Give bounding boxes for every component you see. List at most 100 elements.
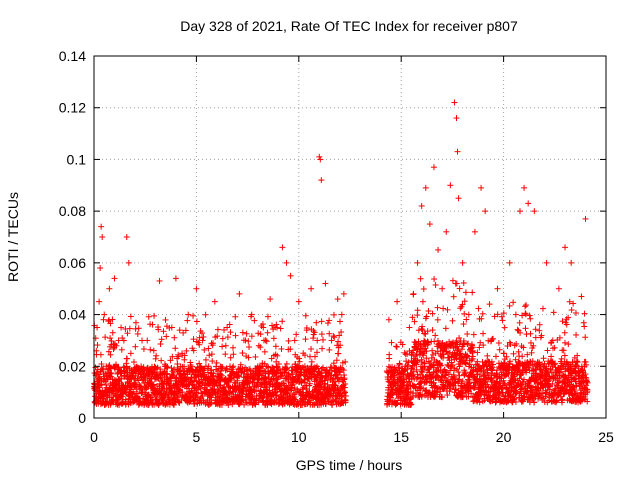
- data-point: [385, 316, 392, 323]
- data-point: [522, 311, 529, 318]
- data-point: [184, 317, 191, 324]
- data-point: [135, 325, 142, 332]
- data-point: [230, 344, 237, 351]
- data-point: [264, 329, 271, 336]
- data-point: [107, 351, 114, 358]
- data-point: [104, 398, 111, 405]
- data-point: [532, 326, 539, 333]
- data-point: [406, 324, 413, 331]
- data-point: [449, 317, 456, 324]
- data-point: [193, 318, 200, 325]
- data-point: [334, 296, 341, 303]
- data-point: [98, 361, 105, 368]
- data-point: [97, 351, 104, 358]
- data-point: [422, 184, 429, 191]
- data-point: [124, 330, 131, 337]
- data-point: [239, 350, 246, 357]
- data-point: [471, 228, 478, 235]
- data-point: [434, 316, 441, 323]
- data-point: [521, 184, 528, 191]
- data-point: [449, 277, 456, 284]
- data-point: [425, 308, 432, 315]
- data-point: [100, 316, 107, 323]
- data-point: [318, 318, 325, 325]
- y-tick-label: 0.08: [59, 203, 86, 219]
- data-point: [107, 335, 114, 342]
- data-point: [340, 290, 347, 297]
- data-point: [572, 309, 579, 316]
- data-point: [127, 313, 134, 320]
- y-tick-labels: 0 0.02 0.04 0.06 0.08 0.1 0.12 0.14: [59, 48, 86, 426]
- data-point: [108, 337, 115, 344]
- y-tick-label: 0.12: [59, 100, 86, 116]
- data-point: [583, 378, 590, 385]
- data-point: [105, 348, 112, 355]
- data-point: [227, 354, 234, 361]
- data-point: [200, 333, 207, 340]
- data-point: [453, 280, 460, 287]
- data-point: [251, 317, 258, 324]
- data-point: [482, 208, 489, 215]
- data-point: [162, 316, 169, 323]
- data-point: [279, 318, 286, 325]
- data-point: [236, 290, 243, 297]
- data-point: [513, 340, 520, 347]
- data-point: [287, 272, 294, 279]
- data-point: [124, 355, 131, 362]
- data-point: [239, 329, 246, 336]
- data-point: [470, 331, 477, 338]
- data-point: [222, 351, 229, 358]
- data-point: [230, 351, 237, 358]
- data-point: [113, 390, 120, 397]
- data-point: [451, 99, 458, 106]
- data-point: [410, 290, 417, 297]
- data-point: [429, 327, 436, 334]
- data-point: [432, 332, 439, 339]
- data-point: [396, 361, 403, 368]
- data-point: [496, 346, 503, 353]
- data-point: [527, 315, 534, 322]
- data-point: [320, 336, 327, 343]
- data-point: [393, 343, 400, 350]
- data-point: [153, 352, 160, 359]
- data-point: [319, 345, 326, 352]
- data-point: [103, 382, 110, 389]
- data-point: [160, 328, 167, 335]
- y-tick-label: 0.1: [67, 151, 87, 167]
- data-point: [568, 259, 575, 266]
- data-point: [450, 293, 457, 300]
- data-point: [94, 342, 101, 349]
- data-point: [318, 331, 325, 338]
- data-point: [568, 307, 575, 314]
- data-point: [462, 289, 469, 296]
- data-point: [506, 259, 513, 266]
- data-point: [272, 343, 279, 350]
- data-point: [125, 259, 132, 266]
- data-point: [544, 347, 551, 354]
- data-point: [501, 324, 508, 331]
- data-point: [453, 115, 460, 122]
- data-point: [430, 164, 437, 171]
- data-point: [531, 208, 538, 215]
- data-point: [581, 323, 588, 330]
- data-point: [581, 310, 588, 317]
- data-point: [582, 334, 589, 341]
- data-point: [561, 352, 568, 359]
- data-point: [257, 344, 264, 351]
- data-point: [205, 345, 212, 352]
- data-point: [102, 334, 109, 341]
- data-point: [540, 355, 547, 362]
- data-point: [318, 177, 325, 184]
- y-tick-label: 0.06: [59, 255, 86, 271]
- data-point: [201, 346, 208, 353]
- data-point: [147, 346, 154, 353]
- data-point: [388, 339, 395, 346]
- data-point: [270, 335, 277, 342]
- data-point: [211, 298, 218, 305]
- data-point: [494, 285, 501, 292]
- data-point: [208, 351, 215, 358]
- data-point: [206, 352, 213, 359]
- data-point: [156, 277, 163, 284]
- data-point: [461, 310, 468, 317]
- data-point: [439, 285, 446, 292]
